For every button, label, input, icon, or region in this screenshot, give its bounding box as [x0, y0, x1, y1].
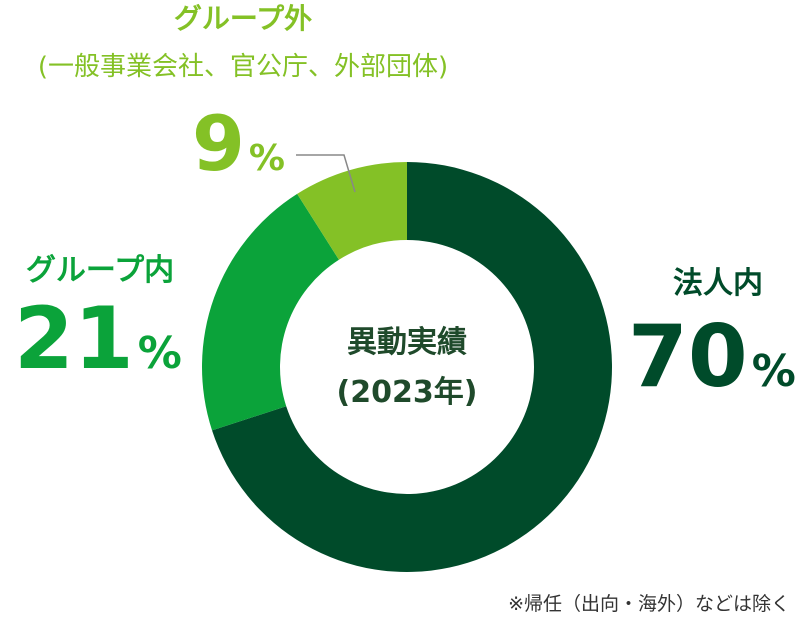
slice-group-in	[202, 193, 339, 431]
slice-value-group-out: 9%	[192, 99, 285, 188]
slice-value-unit: %	[752, 346, 796, 397]
chart-subtitle: (2023年)	[337, 375, 478, 410]
slice-sublabel-group-out: (一般事業会社、官公庁、外部団体)	[38, 52, 448, 82]
slice-value-group-in: 21%	[14, 289, 182, 389]
slice-value-number: 70	[628, 307, 748, 407]
chart-title: 異動実績	[347, 325, 467, 360]
slice-houjin	[212, 162, 612, 572]
slice-label-houjin: 法人内	[673, 266, 763, 301]
slice-value-number: 9	[192, 99, 245, 188]
leader-line	[296, 154, 356, 193]
slice-group-out	[297, 162, 407, 260]
slice-value-number: 21	[14, 289, 134, 389]
slice-value-unit: %	[249, 138, 285, 179]
slice-label-group-in: グループ内	[26, 253, 174, 288]
slice-value-unit: %	[138, 328, 182, 379]
chart-note: ※帰任（出向・海外）などは除く	[508, 593, 790, 615]
slice-label-group-out: グループ外	[174, 2, 312, 35]
slice-value-houjin: 70%	[628, 307, 796, 407]
donut-slices	[202, 162, 612, 572]
